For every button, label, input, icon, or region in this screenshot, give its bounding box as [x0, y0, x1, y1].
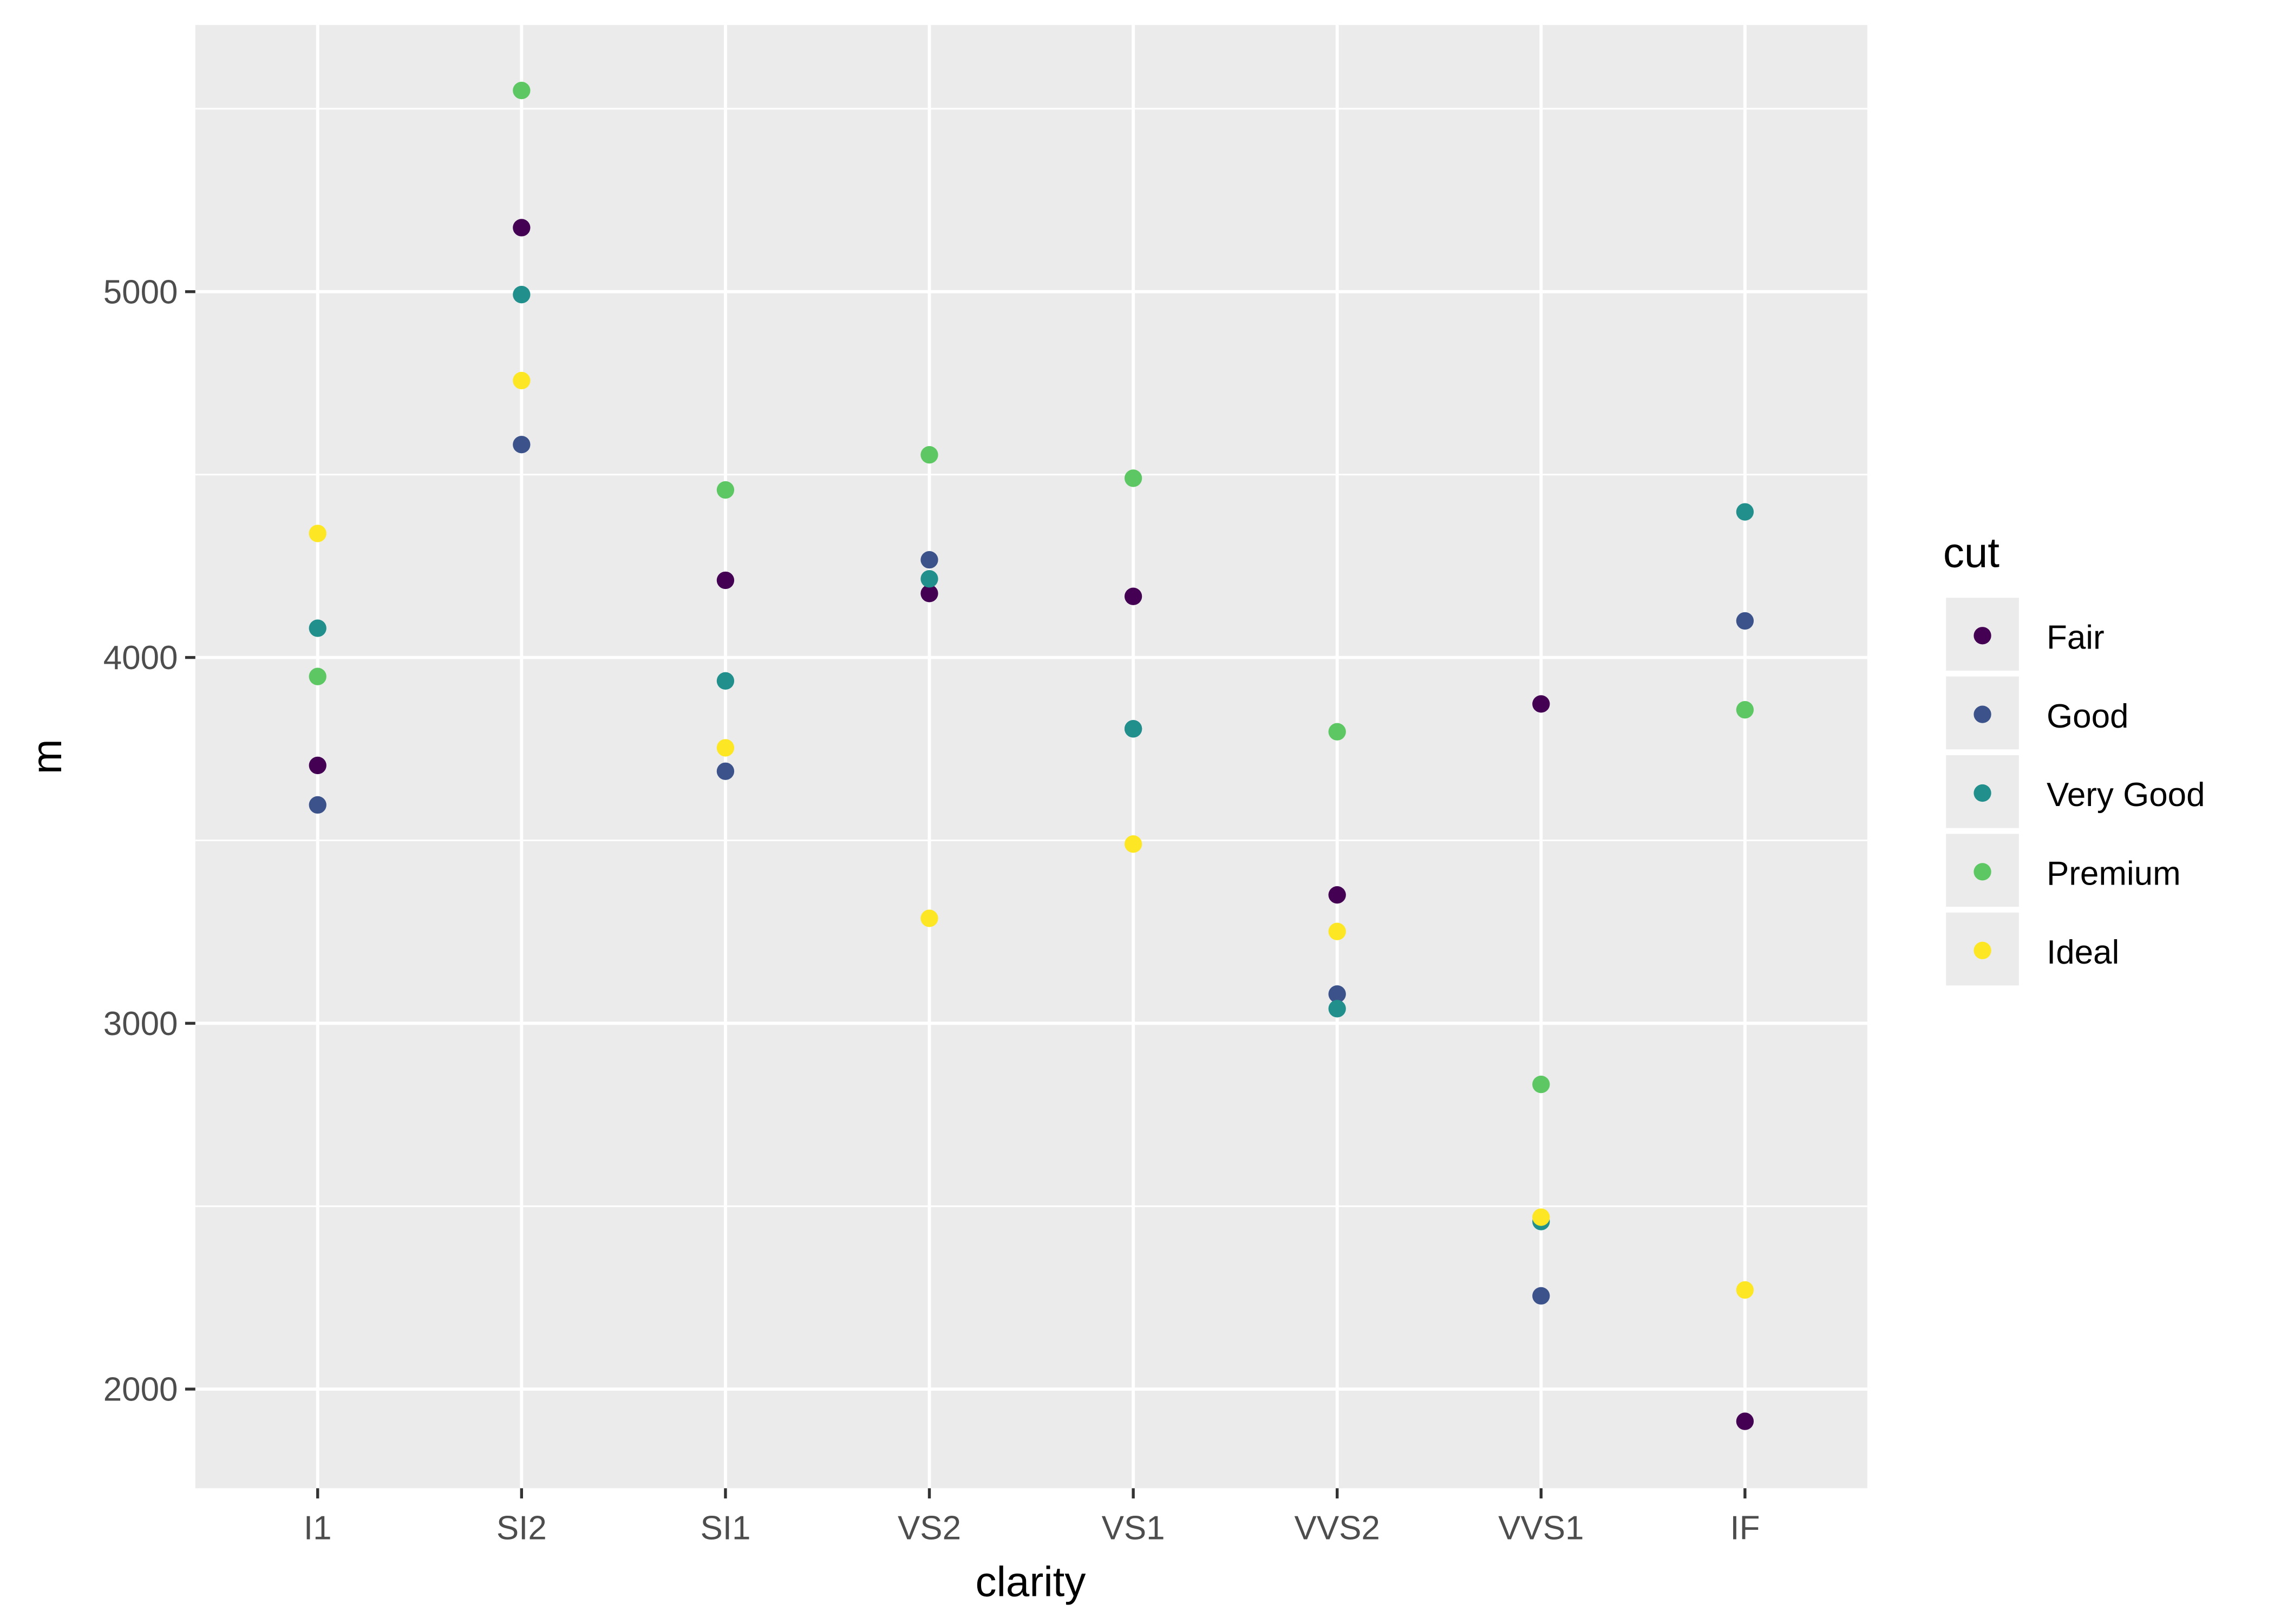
data-point-ideal [309, 525, 326, 542]
y-axis-title: m [23, 739, 70, 774]
x-tick-label: I1 [304, 1509, 332, 1547]
data-point-premium [1736, 701, 1754, 719]
x-tick-label: VS2 [898, 1509, 961, 1547]
data-point-premium [716, 481, 735, 499]
x-axis-title: clarity [976, 1557, 1086, 1605]
data-point-ideal [1736, 1281, 1754, 1299]
data-point-premium [309, 667, 326, 685]
x-tick-label: VS1 [1102, 1509, 1165, 1547]
y-tick-label: 4000 [103, 639, 178, 677]
data-point-very-good [716, 672, 735, 690]
data-point-good [309, 796, 326, 814]
data-point-ideal [1532, 1208, 1550, 1226]
data-point-fair [920, 585, 938, 603]
y-tick-label: 2000 [103, 1371, 178, 1409]
data-point-premium [1124, 469, 1142, 487]
data-point-very-good [1328, 1000, 1346, 1018]
legend-swatch [1974, 627, 1991, 645]
data-point-premium [513, 81, 531, 100]
data-point-very-good [513, 286, 531, 304]
data-point-ideal [513, 371, 531, 390]
x-tick-label: VVS2 [1295, 1509, 1380, 1547]
data-point-ideal [1124, 835, 1142, 853]
x-tick-label: SI1 [700, 1509, 750, 1547]
x-tick-label: VVS1 [1498, 1509, 1584, 1547]
data-point-fair [513, 219, 531, 237]
data-point-ideal [716, 739, 735, 757]
legend-label: Ideal [2047, 934, 2119, 971]
data-point-fair [1532, 695, 1550, 713]
data-point-premium [1328, 723, 1346, 741]
data-point-very-good [920, 570, 938, 588]
data-point-good [1328, 985, 1346, 1003]
data-point-very-good [309, 619, 326, 637]
legend-swatch [1974, 941, 1991, 959]
legend: cut Fair Good Very Good Premium Ideal [1943, 529, 2205, 986]
legend-label: Very Good [2047, 776, 2205, 814]
data-point-good [1532, 1287, 1550, 1305]
data-point-good [1736, 612, 1754, 630]
legend-label: Fair [2047, 619, 2105, 656]
data-point-fair [1736, 1412, 1754, 1430]
legend-label: Good [2047, 698, 2128, 735]
data-point-fair [309, 756, 326, 775]
panel-background [195, 25, 1867, 1489]
data-point-premium [1532, 1076, 1550, 1093]
legend-swatch [1974, 784, 1991, 802]
legend-label: Premium [2047, 855, 2181, 893]
x-tick-label: IF [1730, 1509, 1760, 1547]
data-point-very-good [1124, 720, 1142, 738]
legend-swatch [1974, 705, 1991, 723]
data-point-good [920, 551, 938, 569]
data-point-ideal [920, 909, 938, 927]
data-point-fair [1124, 587, 1142, 605]
data-point-premium [920, 446, 938, 464]
data-point-good [716, 762, 735, 780]
x-tick-label: SI2 [496, 1509, 547, 1547]
data-point-fair [1328, 886, 1346, 904]
axes: 2000 3000 4000 5000 I1 SI2 SI1 VS2 VS1 VVS2 VVS1 IF [103, 273, 1760, 1547]
gridlines [195, 25, 1867, 1489]
data-point-very-good [1736, 503, 1754, 521]
legend-swatch [1974, 863, 1991, 881]
data-point-fair [716, 571, 735, 590]
data-point-good [513, 436, 531, 454]
y-tick-label: 5000 [103, 273, 178, 311]
data-point-ideal [1328, 922, 1346, 940]
points [309, 81, 1754, 1430]
y-tick-label: 3000 [103, 1005, 178, 1043]
legend-title: cut [1943, 529, 1999, 577]
